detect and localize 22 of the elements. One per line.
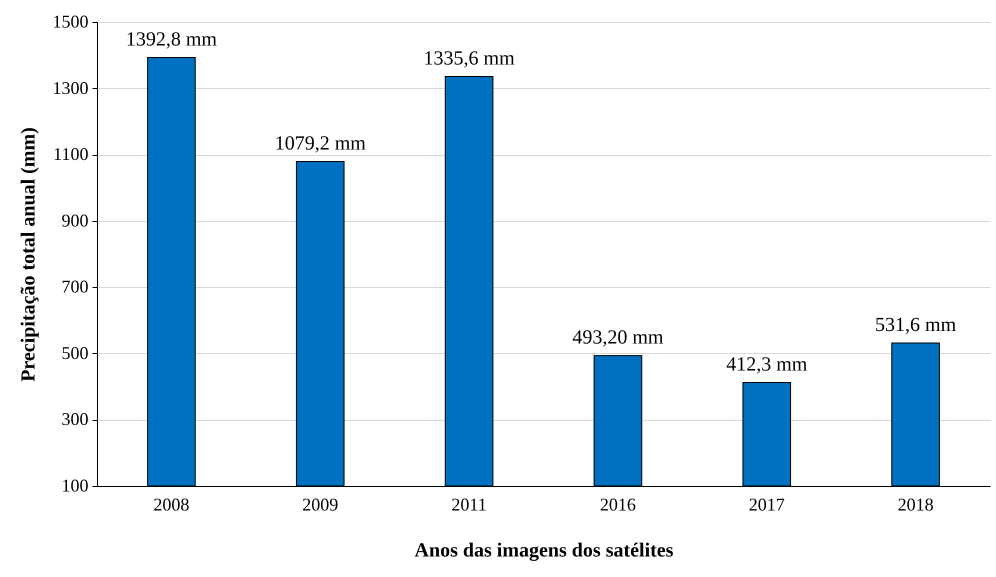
y-tick-label: 1300 [52,78,88,98]
data-label: 493,20 mm [572,326,664,349]
y-tick-label: 100 [62,476,88,496]
x-tick-label: 2008 [153,494,190,514]
y-axis-title: Precipitação total anual (mm) [18,127,40,382]
x-tick-label: 2018 [898,494,934,514]
y-tick-label: 300 [62,409,88,430]
data-label: 1079,2 mm [274,132,366,154]
y-tick-label: 1100 [53,144,88,164]
y-tick-label: 1500 [52,12,88,32]
data-label: 531,6 mm [875,314,957,336]
data-label: 1335,6 mm [424,47,516,70]
x-tick-label: 2009 [302,494,338,514]
data-label: 1392,8 mm [126,28,218,51]
y-tick-label: 500 [62,342,88,363]
y-tick-label: 700 [62,276,88,297]
x-axis-title: Anos das imagens dos satélites [414,540,674,562]
data-label: 412,3 mm [726,353,808,376]
x-tick-label: 2016 [600,494,636,514]
y-tick-label: 900 [62,210,88,230]
x-tick-label: 2011 [451,494,487,514]
x-tick-label: 2017 [748,494,785,514]
